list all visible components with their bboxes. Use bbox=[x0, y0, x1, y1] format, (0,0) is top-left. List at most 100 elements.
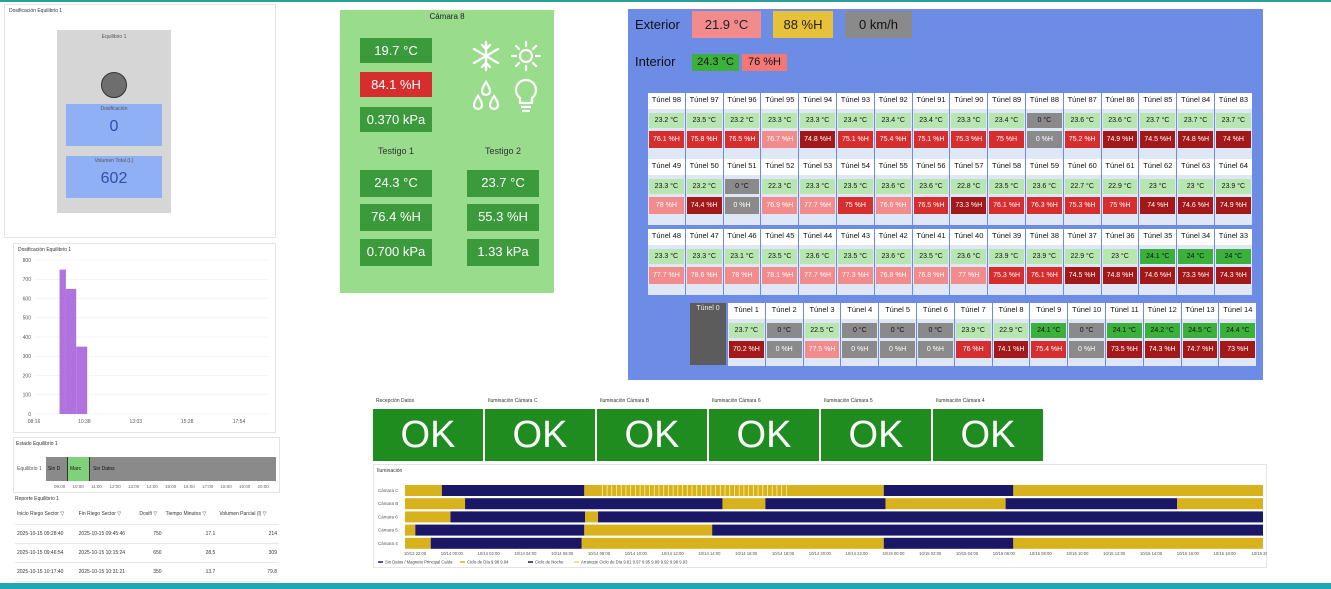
tunel-card[interactable]: Túnel 52 22.3 °C 76.9 %H bbox=[761, 159, 799, 225]
tunel-card[interactable]: Túnel 61 22.9 °C 75 %H bbox=[1101, 159, 1139, 225]
estado-seg-sin-datos-1[interactable]: Sin D bbox=[46, 457, 68, 481]
status-ok-box[interactable]: OK bbox=[597, 409, 707, 461]
tunel-card[interactable]: Túnel 88 0 °C 0 %H bbox=[1026, 93, 1063, 159]
tunel-card[interactable]: Túnel 9 24.1 °C 75.4 %H bbox=[1030, 303, 1068, 366]
tunel-card[interactable]: Túnel 47 23.3 °C 78.6 %H bbox=[685, 229, 723, 295]
tunel-card[interactable]: Túnel 64 23.9 °C 74.9 %H bbox=[1215, 159, 1252, 225]
tunel-card[interactable]: Túnel 38 23.9 °C 76.1 %H bbox=[1026, 229, 1063, 295]
tunel-card[interactable]: Túnel 12 24.2 °C 74.3 %H bbox=[1143, 303, 1181, 366]
chart-bar[interactable] bbox=[65, 288, 77, 414]
reporte-header[interactable]: Dosifi ▽ bbox=[137, 505, 164, 525]
tunel-card[interactable]: Túnel 95 23.3 °C 76.7 %H bbox=[761, 93, 799, 159]
tunel-card[interactable]: Túnel 7 23.9 °C 76 %H bbox=[954, 303, 992, 366]
reporte-header[interactable]: Volumen Parcial (l) ▽ bbox=[217, 505, 279, 525]
tunel-card[interactable]: Túnel 49 23.3 °C 78 %H bbox=[648, 159, 685, 225]
iluminacion-segment[interactable] bbox=[450, 511, 586, 523]
tunel-card[interactable]: Túnel 60 22.7 °C 75.3 %H bbox=[1063, 159, 1101, 225]
reporte-header[interactable]: Tiempo Minutos ▽ bbox=[163, 505, 218, 525]
reporte-header[interactable]: Inicio Riego Sector ▽ bbox=[15, 505, 77, 525]
tunel-card[interactable]: Túnel 53 23.3 °C 77.7 %H bbox=[799, 159, 836, 225]
tunel-card[interactable]: Túnel 92 23.4 °C 75.4 %H bbox=[874, 93, 912, 159]
tunel-card[interactable]: Túnel 56 23.6 °C 76.5 %H bbox=[912, 159, 950, 225]
tunel-card[interactable]: Túnel 5 0 °C 0 %H bbox=[879, 303, 916, 366]
tunel-card[interactable]: Túnel 51 0 °C 0 %H bbox=[723, 159, 761, 225]
tunel-card[interactable]: Túnel 55 23.6 °C 76.6 %H bbox=[874, 159, 912, 225]
tunel-card[interactable]: Túnel 45 23.5 °C 78.1 %H bbox=[761, 229, 799, 295]
tunel-card[interactable]: Túnel 3 22.5 °C 77.5 %H bbox=[803, 303, 841, 366]
iluminacion-segment[interactable] bbox=[1177, 498, 1263, 510]
status-ok-box[interactable]: OK bbox=[709, 409, 819, 461]
tunel-card[interactable]: Túnel 50 23.2 °C 74.4 %H bbox=[685, 159, 723, 225]
iluminacion-segment[interactable] bbox=[883, 537, 1014, 549]
iluminacion-segment[interactable] bbox=[585, 511, 599, 523]
tunel-card[interactable]: Túnel 93 23.4 °C 75.1 %H bbox=[837, 93, 874, 159]
tunel-card[interactable]: Túnel 54 23.5 °C 75 %H bbox=[837, 159, 874, 225]
iluminacion-segment[interactable] bbox=[765, 498, 886, 510]
iluminacion-segment[interactable] bbox=[405, 524, 416, 536]
tunel-card[interactable]: Túnel 14 24.4 °C 73 %H bbox=[1219, 303, 1257, 366]
iluminacion-segment[interactable] bbox=[441, 485, 585, 496]
estado-seg-marcha[interactable]: Marc bbox=[68, 457, 90, 481]
iluminacion-segment[interactable] bbox=[885, 498, 1006, 510]
status-ok-box[interactable]: OK bbox=[485, 409, 595, 461]
tunel-card[interactable]: Túnel 42 23.6 °C 76.8 %H bbox=[874, 229, 912, 295]
iluminacion-segment[interactable] bbox=[405, 485, 442, 496]
iluminacion-segment[interactable] bbox=[712, 524, 1263, 536]
estado-seg-sin-datos-2[interactable]: Sin Datos bbox=[90, 457, 276, 481]
iluminacion-segment[interactable] bbox=[465, 498, 723, 510]
tunel-card[interactable]: Túnel 97 23.5 °C 75.8 %H bbox=[685, 93, 723, 159]
iluminacion-segment[interactable] bbox=[430, 537, 582, 549]
iluminacion-segment[interactable] bbox=[722, 498, 766, 510]
tunel-card[interactable]: Túnel 86 23.6 °C 74.9 %H bbox=[1101, 93, 1139, 159]
tunel-card[interactable]: Túnel 34 24 °C 73.3 %H bbox=[1177, 229, 1214, 295]
tunel-card[interactable]: Túnel 35 24.1 °C 74.6 %H bbox=[1139, 229, 1177, 295]
tunel-card[interactable]: Túnel 94 23.3 °C 74.8 %H bbox=[799, 93, 836, 159]
iluminacion-segment[interactable] bbox=[584, 524, 713, 536]
tunel-card[interactable]: Túnel 59 23.6 °C 76.3 %H bbox=[1026, 159, 1063, 225]
chart-bar[interactable] bbox=[59, 269, 66, 414]
tunel-card[interactable]: Túnel 46 23.1 °C 78 %H bbox=[723, 229, 761, 295]
status-ok-box[interactable]: OK bbox=[373, 409, 483, 461]
tunel-card[interactable]: Túnel 44 23.6 °C 77.7 %H bbox=[799, 229, 836, 295]
tunel-card[interactable]: Túnel 41 23.5 °C 76.8 %H bbox=[912, 229, 950, 295]
tunel-card[interactable]: Túnel 36 23 °C 74.8 %H bbox=[1101, 229, 1139, 295]
iluminacion-segment[interactable] bbox=[405, 511, 451, 523]
tunel-card[interactable]: Túnel 10 0 °C 0 %H bbox=[1068, 303, 1105, 366]
tunel-card[interactable]: Túnel 84 23.7 °C 74.8 %H bbox=[1177, 93, 1214, 159]
tunel-card[interactable]: Túnel 39 23.9 °C 75.3 %H bbox=[988, 229, 1025, 295]
tunel-card[interactable]: Túnel 83 23.7 °C 74 %H bbox=[1215, 93, 1252, 159]
reporte-header[interactable]: Fin Riego Sector ▽ bbox=[76, 505, 138, 525]
iluminacion-segment[interactable] bbox=[1013, 485, 1263, 496]
chart-bar[interactable] bbox=[76, 346, 88, 414]
tunel-card[interactable]: Túnel 13 24.5 °C 74.7 %H bbox=[1181, 303, 1219, 366]
tunel-card[interactable]: Túnel 58 23.5 °C 76.1 %H bbox=[988, 159, 1025, 225]
status-ok-box[interactable]: OK bbox=[821, 409, 931, 461]
legend-item[interactable]: Arranque Ciclo de Día 9.81 9.97 9.95 9.9… bbox=[581, 560, 688, 565]
tunel-card[interactable]: Túnel 90 23.3 °C 75.3 %H bbox=[950, 93, 988, 159]
tunel-card[interactable]: Túnel 63 23 °C 74.6 %H bbox=[1177, 159, 1214, 225]
iluminacion-segment[interactable] bbox=[405, 537, 431, 549]
tunel-card[interactable]: Túnel 2 0 °C 0 %H bbox=[765, 303, 803, 366]
tunel-card[interactable]: Túnel 57 22.8 °C 73.3 %H bbox=[950, 159, 988, 225]
iluminacion-segment[interactable] bbox=[405, 498, 466, 510]
iluminacion-segment[interactable] bbox=[598, 511, 1263, 523]
tunel-card[interactable]: Túnel 4 0 °C 0 %H bbox=[841, 303, 879, 366]
iluminacion-segment[interactable] bbox=[415, 524, 585, 536]
iluminacion-segment[interactable] bbox=[584, 485, 884, 496]
tunel-card[interactable]: Túnel 87 23.6 °C 75.2 %H bbox=[1063, 93, 1101, 159]
tunel-card[interactable]: Túnel 43 23.5 °C 77.3 %H bbox=[837, 229, 874, 295]
iluminacion-segment[interactable] bbox=[883, 485, 1014, 496]
status-ok-box[interactable]: OK bbox=[933, 409, 1043, 461]
tunel-card[interactable]: Túnel 91 23.4 °C 75.1 %H bbox=[912, 93, 950, 159]
tunel-card[interactable]: Túnel 96 23.2 °C 76.5 %H bbox=[723, 93, 761, 159]
legend-item[interactable]: Sin Datos / Magneto Principal Caída bbox=[385, 560, 453, 565]
legend-item[interactable]: Ciclo de Noche bbox=[535, 560, 564, 565]
tunel-card[interactable]: Túnel 6 0 °C 0 %H bbox=[917, 303, 954, 366]
tunel-card[interactable]: Túnel 48 23.3 °C 77.7 %H bbox=[648, 229, 685, 295]
iluminacion-segment[interactable] bbox=[581, 537, 884, 549]
tunel-card[interactable]: Túnel 98 23.2 °C 76.1 %H bbox=[648, 93, 685, 159]
tunel-card[interactable]: Túnel 8 22.9 °C 74.1 %H bbox=[992, 303, 1030, 366]
tunel-card[interactable]: Túnel 37 22.9 °C 74.5 %H bbox=[1063, 229, 1101, 295]
tunel-card[interactable]: Túnel 89 23.4 °C 75 %H bbox=[988, 93, 1025, 159]
tunel-card[interactable]: Túnel 62 23 °C 74 %H bbox=[1139, 159, 1177, 225]
